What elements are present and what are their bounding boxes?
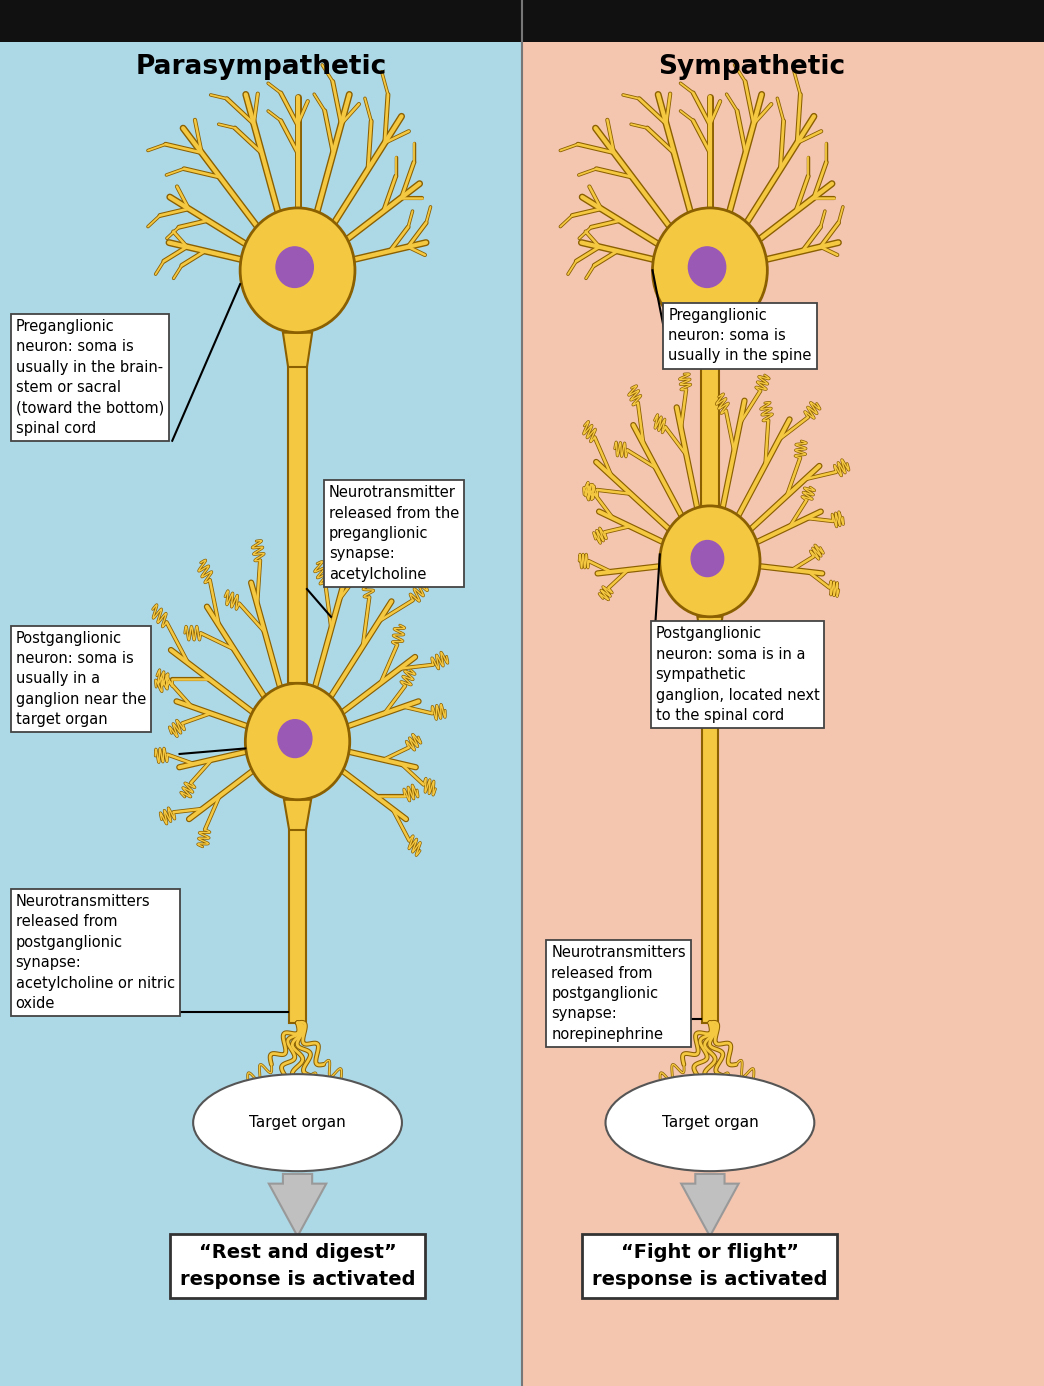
Polygon shape bbox=[284, 800, 311, 830]
Text: Target organ: Target organ bbox=[250, 1116, 346, 1130]
Polygon shape bbox=[697, 617, 722, 647]
Ellipse shape bbox=[245, 683, 350, 800]
Bar bbox=[288, 367, 307, 683]
Text: “Rest and digest”
response is activated: “Rest and digest” response is activated bbox=[180, 1243, 416, 1289]
Text: Neurotransmitters
released from
postganglionic
synapse:
acetylcholine or nitric
: Neurotransmitters released from postgang… bbox=[16, 894, 174, 1010]
Text: Postganglionic
neuron: soma is in a
sympathetic
ganglion, located next
to the sp: Postganglionic neuron: soma is in a symp… bbox=[656, 626, 820, 723]
Ellipse shape bbox=[652, 208, 767, 333]
Text: Neurotransmitter
released from the
preganglionic
synapse:
acetylcholine: Neurotransmitter released from the prega… bbox=[329, 485, 459, 582]
Text: Preganglionic
neuron: soma is
usually in the spine: Preganglionic neuron: soma is usually in… bbox=[668, 308, 811, 363]
Ellipse shape bbox=[606, 1074, 814, 1171]
Bar bbox=[0, 42, 522, 1386]
Text: Parasympathetic: Parasympathetic bbox=[136, 54, 386, 79]
Ellipse shape bbox=[691, 541, 723, 577]
Polygon shape bbox=[268, 1174, 326, 1236]
Ellipse shape bbox=[278, 719, 312, 758]
Text: Preganglionic
neuron: soma is
usually in the brain-
stem or sacral
(toward the b: Preganglionic neuron: soma is usually in… bbox=[16, 319, 164, 435]
Polygon shape bbox=[283, 333, 312, 367]
Text: Target organ: Target organ bbox=[662, 1116, 758, 1130]
Ellipse shape bbox=[240, 208, 355, 333]
Bar bbox=[289, 830, 306, 1023]
Ellipse shape bbox=[276, 247, 313, 287]
Ellipse shape bbox=[660, 506, 760, 617]
Bar bbox=[702, 647, 718, 1023]
Text: “Fight or flight”
response is activated: “Fight or flight” response is activated bbox=[592, 1243, 828, 1289]
Text: Postganglionic
neuron: soma is
usually in a
ganglion near the
target organ: Postganglionic neuron: soma is usually i… bbox=[16, 631, 146, 728]
Text: Sympathetic: Sympathetic bbox=[658, 54, 846, 79]
Ellipse shape bbox=[193, 1074, 402, 1171]
Polygon shape bbox=[681, 1174, 738, 1236]
Text: Neurotransmitters
released from
postganglionic
synapse:
norepinephrine: Neurotransmitters released from postgang… bbox=[551, 945, 686, 1042]
Polygon shape bbox=[695, 333, 725, 367]
Bar bbox=[522, 42, 1044, 1386]
Ellipse shape bbox=[688, 247, 726, 287]
Bar bbox=[701, 367, 719, 506]
